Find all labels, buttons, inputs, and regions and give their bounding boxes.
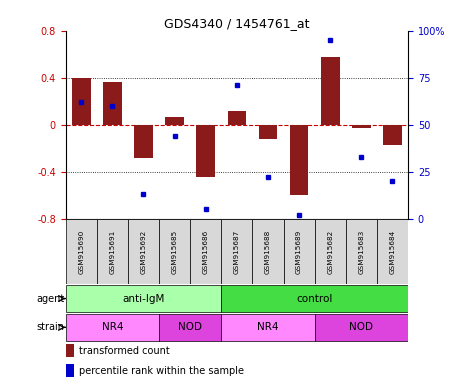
Bar (221, 285, 408, 313)
Text: NR4: NR4 (257, 322, 279, 333)
Text: GSM915684: GSM915684 (389, 229, 395, 274)
Text: NR4: NR4 (102, 322, 123, 333)
Text: GSM915683: GSM915683 (358, 229, 364, 274)
Text: GSM915690: GSM915690 (78, 229, 84, 274)
Bar (66, 285, 221, 313)
Text: strain: strain (37, 322, 65, 333)
Text: GSM915685: GSM915685 (172, 229, 178, 274)
Text: control: control (296, 293, 333, 304)
Bar (315, 219, 346, 284)
Text: GSM915689: GSM915689 (296, 229, 302, 274)
Bar (103, 83, 121, 125)
Text: GSM915691: GSM915691 (109, 229, 115, 274)
Bar (197, 125, 215, 177)
Text: GSM915687: GSM915687 (234, 229, 240, 274)
Bar (97, 219, 128, 284)
Title: GDS4340 / 1454761_at: GDS4340 / 1454761_at (164, 17, 310, 30)
Bar (159, 313, 221, 341)
Bar (128, 219, 159, 284)
Bar (66, 344, 74, 357)
Bar (315, 313, 408, 341)
Text: NOD: NOD (349, 322, 373, 333)
Bar (72, 78, 91, 125)
Text: GSM915686: GSM915686 (203, 229, 209, 274)
Text: anti-IgM: anti-IgM (122, 293, 165, 304)
Bar (377, 219, 408, 284)
Bar (352, 125, 371, 128)
Bar (134, 125, 153, 158)
Bar (346, 219, 377, 284)
Bar (165, 117, 184, 125)
Text: transformed count: transformed count (79, 346, 170, 356)
Bar (221, 219, 252, 284)
Bar (258, 125, 277, 139)
Bar (190, 219, 221, 284)
Bar (252, 219, 284, 284)
Text: GSM915688: GSM915688 (265, 229, 271, 274)
Bar (284, 219, 315, 284)
Bar (66, 313, 159, 341)
Bar (290, 125, 309, 195)
Bar (383, 125, 402, 145)
Bar (159, 219, 190, 284)
Bar (321, 56, 340, 125)
Bar (227, 111, 246, 125)
Bar (66, 364, 74, 377)
Text: NOD: NOD (178, 322, 202, 333)
Text: GSM915692: GSM915692 (141, 229, 146, 274)
Bar (66, 219, 97, 284)
Text: GSM915682: GSM915682 (327, 229, 333, 274)
Text: agent: agent (37, 293, 65, 304)
Text: percentile rank within the sample: percentile rank within the sample (79, 366, 244, 376)
Bar (221, 313, 315, 341)
